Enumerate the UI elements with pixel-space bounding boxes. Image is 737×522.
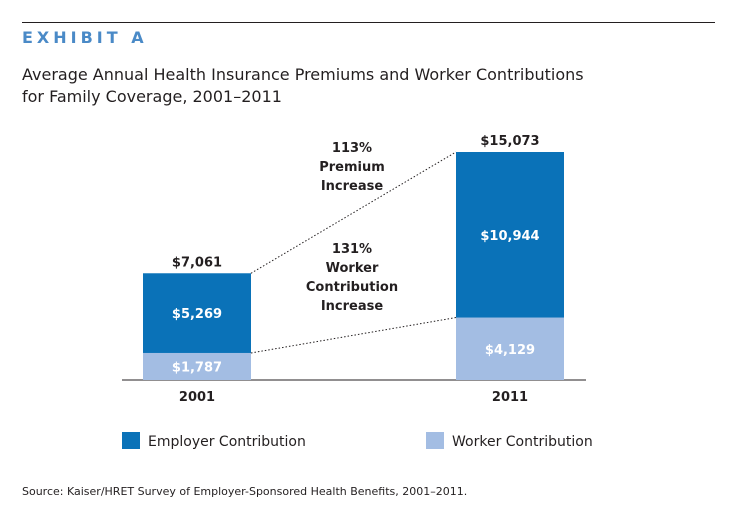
data-label-worker-2011: $4,129: [485, 343, 535, 358]
exhibit-label: EXHIBIT A: [22, 28, 148, 47]
legend-label-worker: Worker Contribution: [452, 434, 593, 450]
bar-employer-2001: [143, 273, 251, 353]
bar-worker-2011: [456, 317, 564, 380]
x-tick-label-2011: 2011: [492, 390, 528, 405]
x-tick-label-2001: 2001: [179, 390, 215, 405]
connector-worker: [250, 317, 457, 354]
top-rule: [22, 22, 715, 23]
annotation-2-line-1: 131%: [332, 242, 372, 257]
annotation-1-line-2: Premium: [319, 160, 385, 175]
source-note: Source: Kaiser/HRET Survey of Employer-S…: [22, 485, 468, 498]
connector-premium: [250, 151, 457, 274]
chart-title-line-2: for Family Coverage, 2001–2011: [22, 87, 282, 106]
chart: $1,787 $5,269 $7,061 2001 $4,129 $10,944 $15,0…: [122, 134, 593, 450]
chart-title-line-1: Average Annual Health Insurance Premiums…: [22, 65, 584, 84]
data-label-total-2011: $15,073: [480, 134, 539, 149]
annotation-1-line-1: 113%: [332, 141, 372, 156]
annotation-1-line-3: Increase: [321, 179, 384, 194]
annotation-2-line-4: Increase: [321, 299, 384, 314]
bar-employer-2011: [456, 152, 564, 318]
legend-label-employer: Employer Contribution: [148, 434, 306, 450]
chart-title: Average Annual Health Insurance Premiums…: [22, 64, 584, 108]
data-label-worker-2001: $1,787: [172, 360, 222, 375]
legend-swatch-worker: [426, 432, 444, 449]
data-label-employer-2011: $10,944: [480, 229, 539, 244]
annotation-2-line-3: Contribution: [306, 280, 398, 295]
data-label-employer-2001: $5,269: [172, 307, 222, 322]
bar-worker-2001: [143, 352, 251, 380]
legend-swatch-employer: [122, 432, 140, 449]
annotation-2-line-2: Worker: [326, 261, 379, 276]
data-label-total-2001: $7,061: [172, 255, 222, 270]
